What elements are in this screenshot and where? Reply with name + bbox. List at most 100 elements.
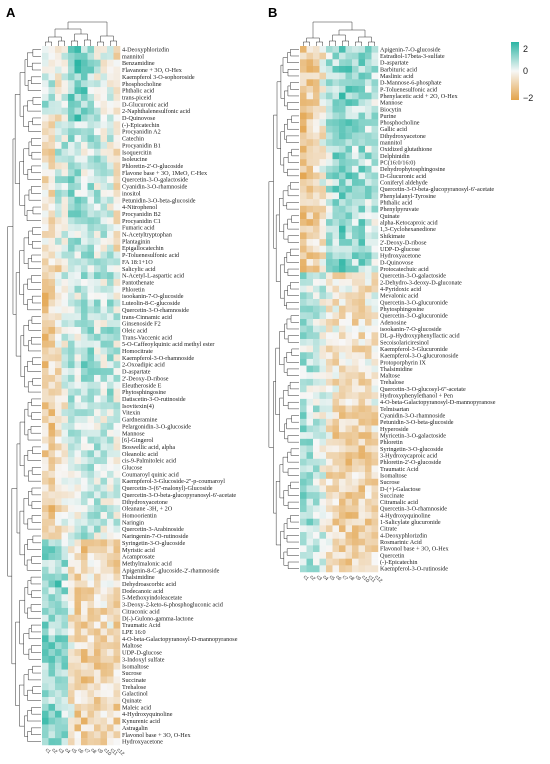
heatmap-cell: [107, 183, 114, 191]
row-label: Mannose: [122, 430, 145, 437]
heatmap-cell: [81, 546, 88, 554]
heatmap-cell: [326, 159, 333, 167]
heatmap-cell: [352, 299, 359, 306]
heatmap-cell: [306, 92, 314, 100]
heatmap-cell: [55, 155, 62, 163]
heatmap-cell: [55, 621, 62, 629]
heatmap-cell: [100, 279, 108, 287]
heatmap-cell: [42, 135, 49, 143]
heatmap-cell: [339, 372, 346, 380]
heatmap-cell: [319, 458, 327, 466]
heatmap-cell: [61, 498, 69, 506]
heatmap-cell: [100, 724, 108, 732]
heatmap-cell: [352, 92, 359, 100]
heatmap-cell: [339, 105, 346, 113]
heatmap-cell: [319, 159, 327, 167]
row-label: Isomaltose: [122, 663, 149, 670]
heatmap-cell: [345, 458, 353, 466]
row-label: Homoorientin: [122, 512, 157, 519]
heatmap-cell: [87, 59, 95, 67]
dendrogram-branch: [15, 272, 21, 357]
heatmap-cell: [55, 285, 62, 293]
heatmap-cell: [313, 398, 320, 406]
row-label: PC(16:0/16:0): [380, 160, 415, 167]
heatmap-cell: [300, 285, 307, 293]
heatmap-cell: [339, 85, 346, 93]
heatmap-cell: [61, 690, 69, 698]
heatmap-cell: [107, 710, 114, 718]
heatmap-cell: [42, 46, 49, 54]
heatmap-cell: [48, 546, 56, 554]
heatmap-cell: [81, 148, 88, 156]
heatmap-cell: [74, 738, 82, 746]
heatmap-cell: [306, 332, 314, 340]
heatmap-cell: [313, 425, 320, 433]
row-label: Petunidin-3-O-beta-glucoside: [122, 197, 196, 204]
heatmap-cell: [87, 299, 95, 307]
heatmap-cell: [345, 345, 353, 353]
heatmap-cell: [68, 628, 75, 636]
heatmap-cell: [306, 492, 314, 500]
heatmap-cell: [48, 450, 56, 458]
heatmap-cell: [81, 697, 88, 705]
heatmap-cell: [94, 443, 101, 451]
heatmap-cell: [74, 176, 82, 184]
heatmap-cell: [319, 245, 327, 253]
heatmap-cell: [107, 703, 114, 711]
heatmap-cell: [300, 552, 307, 559]
heatmap-cell: [113, 539, 121, 547]
heatmap-cell: [339, 292, 346, 300]
heatmap-cell: [87, 518, 95, 526]
heatmap-cell: [326, 358, 333, 366]
heatmap-cell: [87, 135, 95, 143]
heatmap-cell: [326, 385, 333, 393]
heatmap-cell: [81, 587, 88, 595]
heatmap-cell: [319, 518, 327, 526]
heatmap-cell: [74, 717, 82, 725]
heatmap-cell: [300, 92, 307, 100]
heatmap-cell: [42, 292, 49, 300]
dendrogram-branch: [286, 535, 299, 543]
column-label: c12: [115, 747, 125, 757]
heatmap-cell: [81, 614, 88, 622]
heatmap-cell: [371, 159, 379, 167]
row-label: DL-p-Hydroxyphenyllactic acid: [380, 333, 460, 340]
heatmap-cell: [332, 512, 340, 519]
heatmap-cell: [352, 398, 359, 406]
heatmap-cell: [300, 179, 307, 187]
heatmap-cell: [371, 299, 379, 306]
heatmap-cell: [319, 372, 327, 380]
heatmap-cell: [332, 378, 340, 386]
heatmap-cell: [319, 552, 327, 559]
heatmap-cell: [358, 152, 366, 160]
row-dendrogram-a: [7, 49, 41, 742]
heatmap-cell: [345, 532, 353, 539]
row-label: D-Quinovose: [380, 259, 414, 266]
heatmap-cell: [100, 155, 108, 163]
heatmap-cell: [61, 203, 69, 211]
heatmap-cell: [313, 99, 320, 107]
heatmap-cell: [319, 272, 327, 280]
heatmap-cell: [319, 525, 327, 533]
heatmap-cell: [61, 59, 69, 67]
heatmap-cell: [332, 438, 340, 446]
heatmap-cell: [87, 491, 95, 499]
heatmap-cell: [113, 169, 121, 177]
heatmap-cell: [100, 59, 108, 67]
heatmap-cell: [113, 525, 121, 533]
heatmap-cell: [313, 418, 320, 426]
dendrogram-branch: [31, 590, 41, 598]
heatmap-cell: [68, 710, 75, 718]
heatmap-cell: [94, 340, 101, 348]
heatmap-cell: [107, 128, 114, 136]
heatmap-cell: [68, 313, 75, 321]
heatmap-cell: [68, 46, 75, 54]
heatmap-cell: [313, 545, 320, 553]
row-label: Quercetin-3-O-beta-glucopyranosyl-6'-ace…: [380, 186, 494, 193]
heatmap-cell: [339, 132, 346, 140]
heatmap-cell: [326, 372, 333, 380]
heatmap-cell: [326, 212, 333, 220]
heatmap-cell: [74, 374, 82, 383]
heatmap-cell: [113, 546, 121, 554]
heatmap-cell: [358, 212, 366, 220]
